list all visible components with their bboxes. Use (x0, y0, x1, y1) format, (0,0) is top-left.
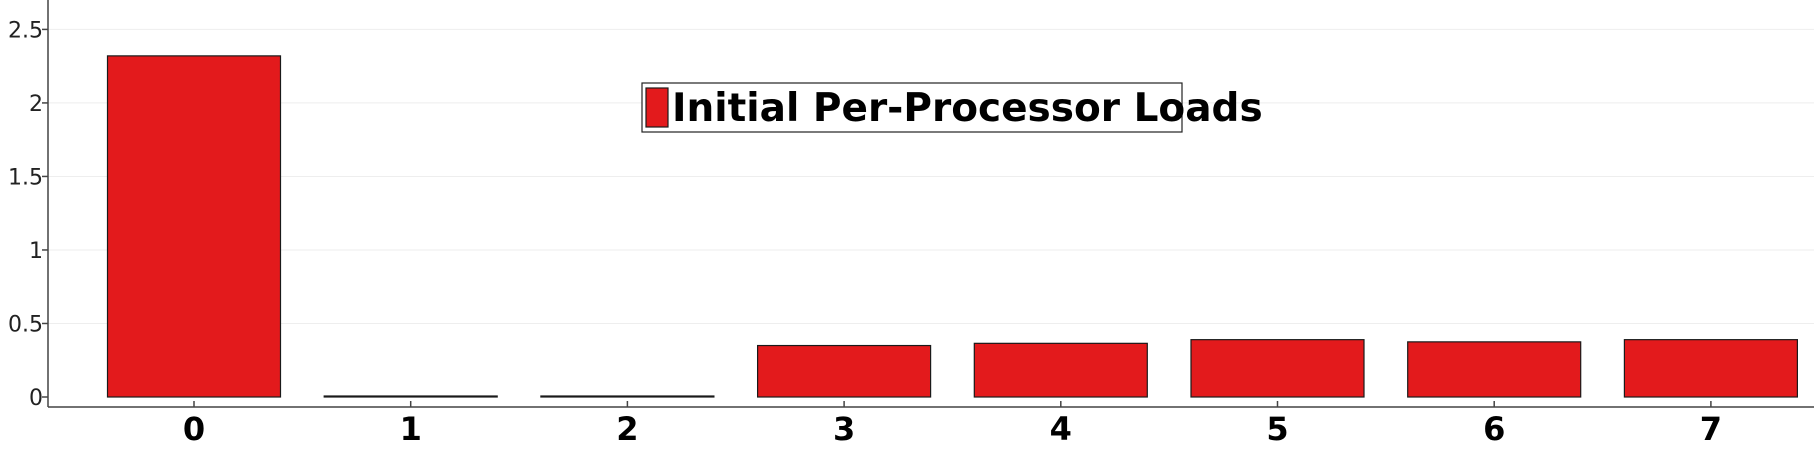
y-axis-ticks: 0 0.5 1 1.5 2 2.5 (8, 18, 48, 411)
x-axis-ticks: 0 1 2 3 4 5 6 7 (183, 401, 1722, 448)
x-tick-label: 0 (183, 410, 205, 448)
bar-3 (756, 344, 932, 398)
legend-swatch (645, 87, 669, 128)
bar-2 (540, 395, 715, 398)
y-tick-label: 0.5 (8, 312, 43, 337)
x-tick-label: 1 (400, 410, 422, 448)
y-tick-label: 1.5 (8, 165, 43, 190)
y-tick-label: 1 (29, 239, 43, 264)
bar-1 (323, 395, 498, 398)
y-tick-label: 2.5 (8, 18, 43, 43)
x-tick-label: 4 (1050, 410, 1072, 448)
y-tick-label: 0 (29, 386, 43, 411)
bar-4 (973, 342, 1148, 398)
bar-5 (1190, 339, 1365, 398)
x-tick-label: 3 (833, 410, 855, 448)
gridlines (48, 28, 1814, 324)
x-tick-label: 5 (1266, 410, 1288, 448)
legend-box (641, 82, 1183, 133)
x-tick-label: 2 (616, 410, 638, 448)
x-tick-label: 7 (1700, 410, 1722, 448)
legend-label: Initial Per-Processor Loads (672, 86, 1263, 131)
bar-6 (1407, 341, 1582, 398)
y-tick-label: 2 (29, 92, 43, 117)
bar-7 (1623, 339, 1799, 398)
bars (106, 55, 1799, 398)
legend: Initial Per-Processor Loads (641, 82, 1263, 133)
x-tick-label: 6 (1483, 410, 1505, 448)
axes (47, 0, 1814, 408)
bar-0 (106, 55, 282, 398)
